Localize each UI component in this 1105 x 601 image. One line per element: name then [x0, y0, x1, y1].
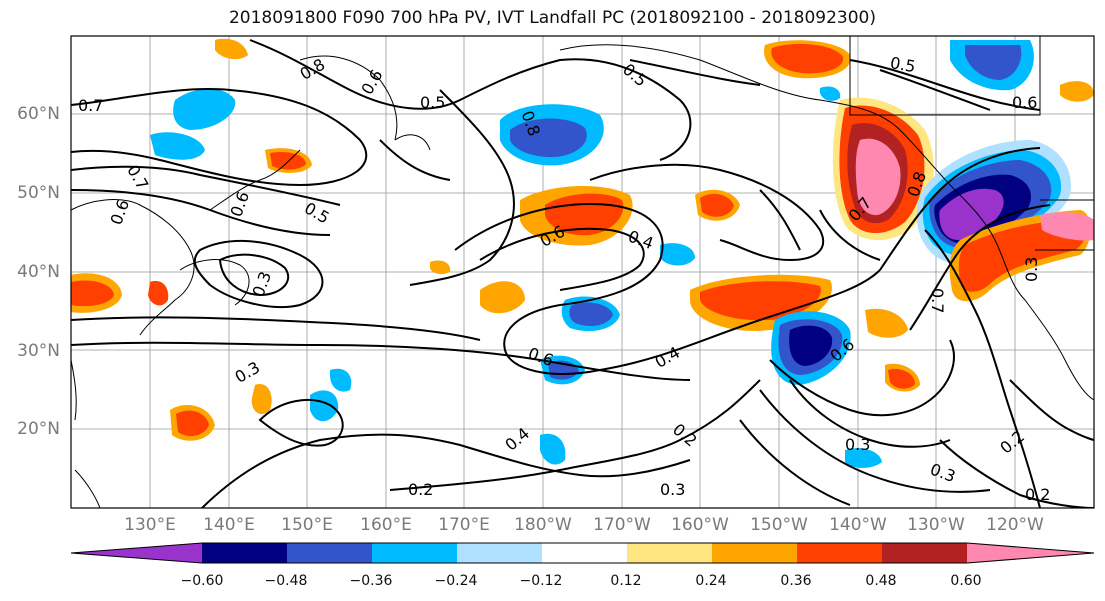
contour-label: 0.2 [408, 480, 433, 499]
contour-label: 0.7 [78, 96, 103, 115]
contour-label: 0.5 [420, 93, 445, 112]
lat-label-20: 20°N [17, 419, 60, 439]
colorbar-segment [542, 543, 627, 563]
contour-label: 0.5 [889, 53, 917, 76]
colorbar-tick: 0.24 [695, 573, 727, 589]
lat-label-60: 60°N [17, 104, 60, 124]
colorbar-tick: −0.24 [434, 573, 478, 589]
lon-label-160w: 160°W [671, 515, 729, 535]
lat-label-40: 40°N [17, 262, 60, 282]
colorbar-segment [372, 543, 457, 563]
colorbar-segment [287, 543, 372, 563]
pv-contours [71, 39, 1094, 508]
colorbar-tick: 0.36 [780, 573, 812, 589]
colorbar [70, 542, 1095, 564]
contour-label: 0.3 [845, 435, 870, 454]
lon-label-120w: 120°W [986, 515, 1044, 535]
colorbar-segment [712, 543, 797, 563]
colorbar-tick: −0.12 [519, 573, 563, 589]
lat-label-50: 50°N [17, 183, 60, 203]
lon-label-140w: 140°W [829, 515, 887, 535]
coastlines [71, 36, 1094, 508]
colorbar-extend-min [71, 543, 202, 563]
colorbar-extend-max [967, 543, 1094, 563]
lon-label-170w: 170°W [593, 515, 651, 535]
colorbar-tick: −0.60 [180, 573, 224, 589]
contour-label: 0.2 [1025, 485, 1050, 504]
contour-label: 0.3 [660, 480, 685, 499]
colorbar-tick: 0.60 [950, 573, 982, 589]
colorbar-segment [627, 543, 712, 563]
colorbar-tick: 0.48 [865, 573, 897, 589]
colorbar-tick: 0.12 [610, 573, 642, 589]
contour-label: 0.6 [1012, 93, 1037, 112]
lon-label-150e: 150°E [281, 515, 333, 535]
lon-label-140e: 140°E [203, 515, 255, 535]
colorbar-segment [202, 543, 287, 563]
colorbar-tick: −0.36 [349, 573, 393, 589]
lon-label-130w: 130°W [907, 515, 965, 535]
colorbar-tick: −0.48 [264, 573, 308, 589]
colorbar-segment [797, 543, 882, 563]
contour-label: 0.7 [928, 288, 947, 313]
colorbar-segment [457, 543, 542, 563]
lon-label-130e: 130°E [124, 515, 176, 535]
lat-label-30: 30°N [17, 341, 60, 361]
colorbar-outline [70, 542, 1095, 564]
map-border [70, 35, 1095, 509]
colorbar-segment [882, 543, 967, 563]
lon-label-150w: 150°W [750, 515, 808, 535]
lon-label-180w: 180°W [514, 515, 572, 535]
map-title: 2018091800 F090 700 hPa PV, IVT Landfall… [228, 8, 876, 28]
lon-label-170e: 170°E [438, 515, 490, 535]
contour-label: 0.3 [1022, 257, 1041, 282]
lon-label-160e: 160°E [360, 515, 412, 535]
